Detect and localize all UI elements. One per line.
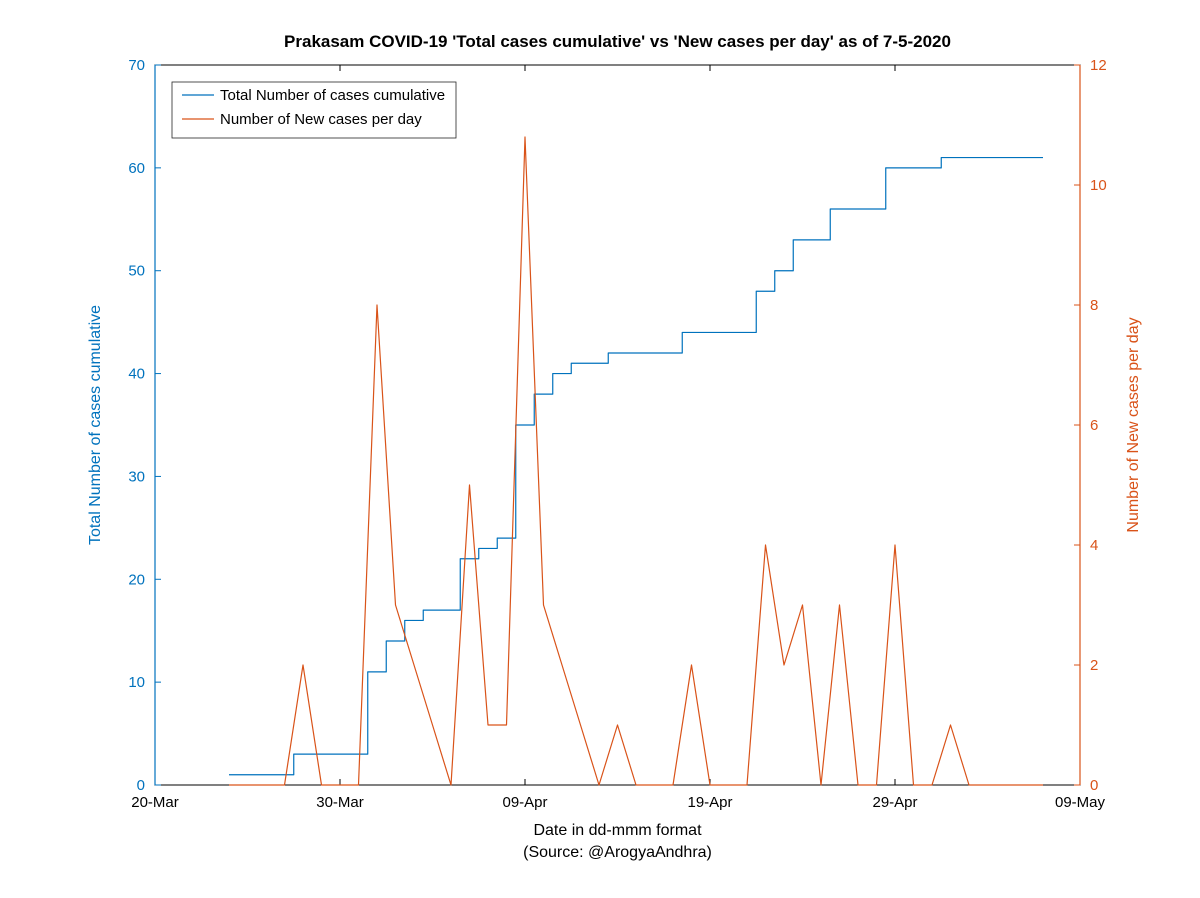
legend-label: Number of New cases per day — [220, 111, 422, 128]
y-right-tick-label: 12 — [1090, 57, 1107, 74]
x-tick-label: 20-Mar — [131, 794, 179, 811]
x-tick-label: 09-May — [1055, 794, 1106, 811]
y-right-axis-label: Number of New cases per day — [1125, 317, 1142, 532]
y-left-axis-label: Total Number of cases cumulative — [87, 305, 104, 545]
y-right-tick-label: 2 — [1090, 657, 1098, 674]
y-left-tick-label: 20 — [128, 571, 145, 588]
x-axis-sublabel: (Source: @ArogyaAndhra) — [523, 844, 712, 861]
y-left-tick-label: 10 — [128, 674, 145, 691]
chart-title: Prakasam COVID-19 'Total cases cumulativ… — [284, 32, 951, 51]
legend-label: Total Number of cases cumulative — [220, 87, 445, 104]
y-right-tick-label: 6 — [1090, 417, 1098, 434]
x-tick-label: 30-Mar — [316, 794, 364, 811]
y-right-tick-label: 10 — [1090, 177, 1107, 194]
chart-container: 20-Mar30-Mar09-Apr19-Apr29-Apr09-May0102… — [0, 0, 1200, 898]
x-tick-label: 19-Apr — [687, 794, 732, 811]
y-left-tick-label: 0 — [137, 777, 145, 794]
y-left-tick-label: 50 — [128, 263, 145, 280]
chart-svg: 20-Mar30-Mar09-Apr19-Apr29-Apr09-May0102… — [0, 0, 1200, 898]
y-left-tick-label: 60 — [128, 160, 145, 177]
x-axis-label: Date in dd-mmm format — [533, 822, 702, 839]
y-right-tick-label: 4 — [1090, 537, 1098, 554]
y-left-tick-label: 30 — [128, 468, 145, 485]
y-left-tick-label: 70 — [128, 57, 145, 74]
y-right-tick-label: 8 — [1090, 297, 1098, 314]
x-tick-label: 09-Apr — [502, 794, 547, 811]
y-left-tick-label: 40 — [128, 366, 145, 383]
x-tick-label: 29-Apr — [872, 794, 917, 811]
y-right-tick-label: 0 — [1090, 777, 1098, 794]
